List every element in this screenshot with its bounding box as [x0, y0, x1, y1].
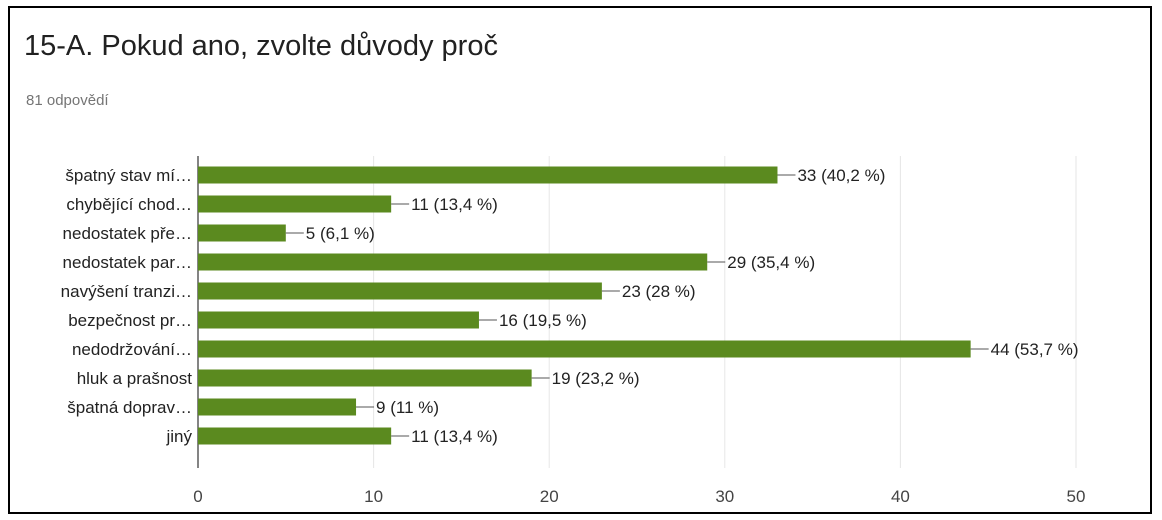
category-label: špatný stav mí… [65, 166, 192, 185]
category-label: nedostatek par… [63, 253, 192, 272]
bar [198, 427, 392, 445]
data-label: 11 (13,4 %) [411, 195, 498, 214]
category-label: jiný [165, 427, 192, 446]
category-label: navýšení tranzi… [61, 282, 192, 301]
category-label: bezpečnost pr… [68, 311, 192, 330]
x-tick-label: 30 [715, 487, 734, 506]
response-count: 81 odpovědí [26, 92, 109, 109]
bar [198, 224, 286, 242]
data-label: 9 (11 %) [376, 398, 439, 417]
bar [198, 282, 602, 300]
category-label: chybějící chod… [66, 195, 192, 214]
bar [198, 340, 971, 358]
x-tick-label: 40 [891, 487, 910, 506]
category-label: hluk a prašnost [77, 369, 193, 388]
bar [198, 166, 778, 184]
data-label: 44 (53,7 %) [991, 340, 1079, 359]
data-label: 11 (13,4 %) [411, 427, 498, 446]
question-title: 15-A. Pokud ano, zvolte důvody proč [24, 30, 498, 62]
category-label: nedodržování… [72, 340, 192, 359]
data-label: 29 (35,4 %) [727, 253, 815, 272]
bar [198, 195, 392, 213]
data-label: 33 (40,2 %) [797, 166, 885, 185]
data-label: 5 (6,1 %) [306, 224, 375, 243]
category-label: špatná doprav… [67, 398, 192, 417]
data-label: 16 (19,5 %) [499, 311, 587, 330]
question-card: 15-A. Pokud ano, zvolte důvody proč 81 o… [8, 6, 1152, 514]
data-label: 23 (28 %) [622, 282, 696, 301]
bar [198, 398, 357, 416]
x-tick-label: 20 [540, 487, 559, 506]
x-tick-label: 0 [193, 487, 202, 506]
bar [198, 253, 708, 271]
bar [198, 311, 479, 329]
bar [198, 369, 532, 387]
x-tick-label: 10 [364, 487, 383, 506]
data-label: 19 (23,2 %) [552, 369, 640, 388]
category-label: nedostatek pře… [63, 224, 192, 243]
bar-chart: 0 10 20 30 40 50 špatný stav mí… 33 (40,2 %) chy… [61, 156, 1086, 506]
x-tick-label: 50 [1067, 487, 1086, 506]
